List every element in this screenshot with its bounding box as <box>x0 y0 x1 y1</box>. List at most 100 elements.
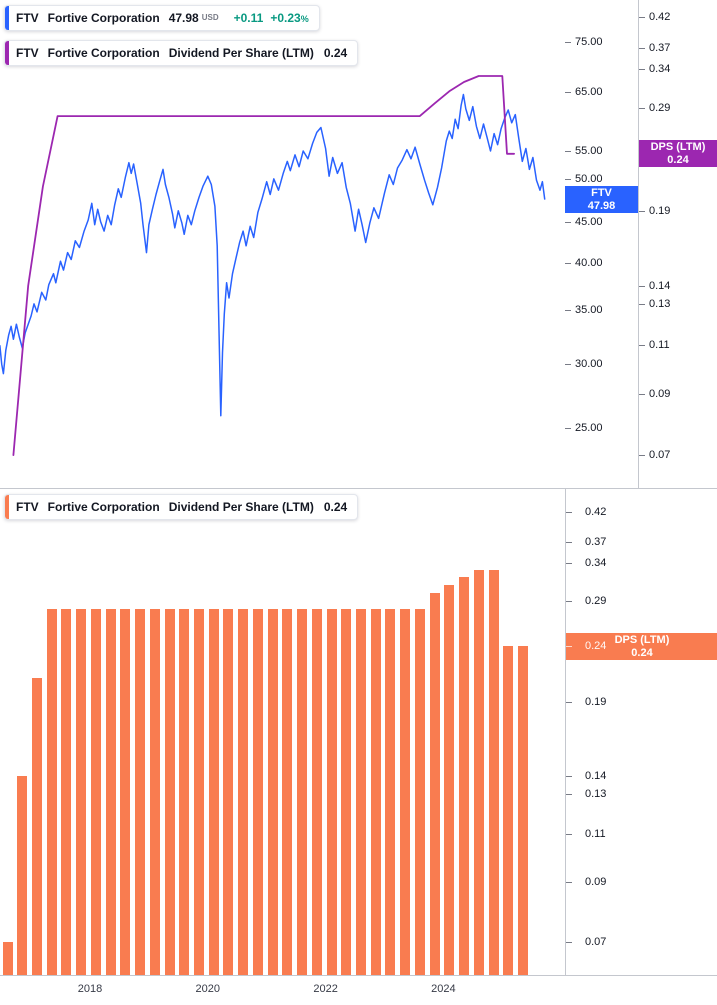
series-color-indicator <box>5 41 9 65</box>
dps-scale-bottom[interactable]: DPS (LTM) 0.24 0.42 0.37 0.34 0.29 0.24 0.19 0… <box>565 489 717 975</box>
price-axis-badge: FTV 47.98 <box>565 185 638 213</box>
axis-tick-label: 30.00 <box>565 357 638 371</box>
axis-tick-label: 40.00 <box>565 256 638 270</box>
legend-last-price: 47.98 <box>168 11 199 25</box>
axis-tick-label: 0.34 <box>639 62 717 76</box>
dividend-bar[interactable] <box>90 609 101 975</box>
dividend-bar[interactable] <box>223 609 234 975</box>
time-axis-label: 2022 <box>313 983 338 995</box>
legend-change-percent: +0.23% <box>270 11 308 25</box>
dividend-bar[interactable] <box>208 609 219 975</box>
axis-tick-label: 0.24 <box>566 639 717 653</box>
dps-badge-value: 0.24 <box>667 154 689 167</box>
axis-tick-label: 25.00 <box>565 421 638 435</box>
dps-scale[interactable]: DPS (LTM) 0.24 0.42 0.37 0.34 0.29 0.19 0.14 0… <box>639 0 717 488</box>
dps-badge-label: DPS (LTM) <box>614 633 670 646</box>
time-axis-label: 2024 <box>431 983 456 995</box>
dividend-bar[interactable] <box>120 609 131 975</box>
dps-axis-badge: DPS (LTM) 0.24 <box>639 140 717 168</box>
price-scale[interactable]: FTV 47.98 75.00 65.00 55.00 50.00 45.00 40.00… <box>565 0 639 488</box>
dividend-bar[interactable] <box>488 569 499 975</box>
legend-dps-overlay-series[interactable]: FTV Fortive Corporation Dividend Per Sha… <box>4 40 359 66</box>
dividend-bar[interactable] <box>297 609 307 975</box>
axis-tick-label: 0.11 <box>639 338 717 352</box>
dividend-bar[interactable] <box>282 609 293 975</box>
axis-tick-label: 0.11 <box>566 827 717 841</box>
legend-company-name: Fortive Corporation <box>47 11 160 25</box>
dividend-bar[interactable] <box>385 609 396 975</box>
dividend-bar[interactable] <box>2 942 13 975</box>
dividend-bar[interactable] <box>444 584 455 975</box>
dividend-bar[interactable] <box>17 775 28 975</box>
axis-tick-label: 75.00 <box>565 35 638 49</box>
dividend-bar[interactable] <box>194 609 204 975</box>
legend-symbol: FTV <box>16 500 39 514</box>
legend-price-series[interactable]: FTV Fortive Corporation 47.98 USD +0.11 … <box>4 5 320 31</box>
dividend-plot-area[interactable]: FTV Fortive Corporation Dividend Per Sha… <box>0 489 565 975</box>
dividend-bar[interactable] <box>135 609 146 975</box>
price-badge-symbol: FTV <box>591 186 612 199</box>
dividend-bar[interactable] <box>238 609 249 975</box>
axis-tick-label: 35.00 <box>565 303 638 317</box>
dps-line-series[interactable] <box>12 75 515 457</box>
dividend-bar[interactable] <box>267 609 278 975</box>
percent-sign: % <box>300 14 309 24</box>
dividend-bar[interactable] <box>46 609 57 975</box>
legend-metric-name: Dividend Per Share (LTM) <box>168 46 314 60</box>
price-chart-canvas <box>0 75 546 457</box>
axis-tick-label: 55.00 <box>565 144 638 158</box>
dividend-bar[interactable] <box>61 609 72 975</box>
time-axis[interactable]: 2018 2020 2022 2024 <box>0 976 717 1005</box>
dps-axis-badge: DPS (LTM) 0.24 <box>566 632 717 660</box>
axis-tick-label: 0.07 <box>566 935 717 949</box>
series-color-indicator <box>5 495 9 519</box>
legend-change-absolute: +0.11 <box>233 11 264 25</box>
dividend-bar[interactable] <box>179 609 190 975</box>
axis-tick-label: 0.29 <box>639 101 717 115</box>
dps-badge-label: DPS (LTM) <box>650 141 706 154</box>
axis-tick-label: 0.19 <box>566 695 717 709</box>
dividend-bar[interactable] <box>473 569 484 975</box>
axis-tick-label: 0.34 <box>566 556 717 570</box>
dividend-bar[interactable] <box>459 577 469 975</box>
dividend-bar[interactable] <box>252 609 263 975</box>
axis-tick-label: 0.09 <box>566 875 717 889</box>
dividend-bar[interactable] <box>76 609 87 975</box>
axis-tick-label: 0.29 <box>566 594 717 608</box>
dividend-bar[interactable] <box>414 609 425 975</box>
price-pane[interactable]: FTV Fortive Corporation 47.98 USD +0.11 … <box>0 0 717 489</box>
price-line-series[interactable] <box>0 93 546 417</box>
legend-company-name: Fortive Corporation <box>47 46 160 60</box>
dividend-bar[interactable] <box>429 592 440 975</box>
axis-tick-label: 0.13 <box>566 787 717 801</box>
axis-tick-label: 0.09 <box>639 387 717 401</box>
dividend-bar[interactable] <box>400 609 411 975</box>
dividend-bar[interactable] <box>164 609 175 975</box>
dividend-bar[interactable] <box>341 609 352 975</box>
dividend-bar[interactable] <box>370 609 381 975</box>
legend-symbol: FTV <box>16 11 39 25</box>
price-badge-value: 47.98 <box>587 199 616 212</box>
legend-symbol: FTV <box>16 46 39 60</box>
axis-tick-label: 0.37 <box>639 41 717 55</box>
dividend-bar[interactable] <box>149 609 160 975</box>
dividend-bar[interactable] <box>503 646 514 975</box>
legend-dps-bar-series[interactable]: FTV Fortive Corporation Dividend Per Sha… <box>4 494 359 520</box>
axis-tick-label: 0.07 <box>639 448 717 462</box>
axis-tick-label: 50.00 <box>565 172 638 186</box>
price-plot-area[interactable]: FTV Fortive Corporation 47.98 USD +0.11 … <box>0 0 565 488</box>
dividend-bar[interactable] <box>311 609 322 975</box>
legend-currency: USD <box>201 12 219 22</box>
dividend-bar[interactable] <box>326 609 337 975</box>
series-color-indicator <box>5 6 9 30</box>
dividend-bar[interactable] <box>32 678 42 975</box>
dividend-bar[interactable] <box>517 646 528 975</box>
legend-change-percent-value: +0.23 <box>270 11 301 25</box>
dividend-bar[interactable] <box>355 609 366 975</box>
dividend-pane[interactable]: FTV Fortive Corporation Dividend Per Sha… <box>0 489 717 976</box>
dividend-bar[interactable] <box>105 609 116 975</box>
axis-tick-label: 0.37 <box>566 535 717 549</box>
time-axis-label: 2018 <box>77 983 103 995</box>
legend-metric-name: Dividend Per Share (LTM) <box>168 500 314 514</box>
